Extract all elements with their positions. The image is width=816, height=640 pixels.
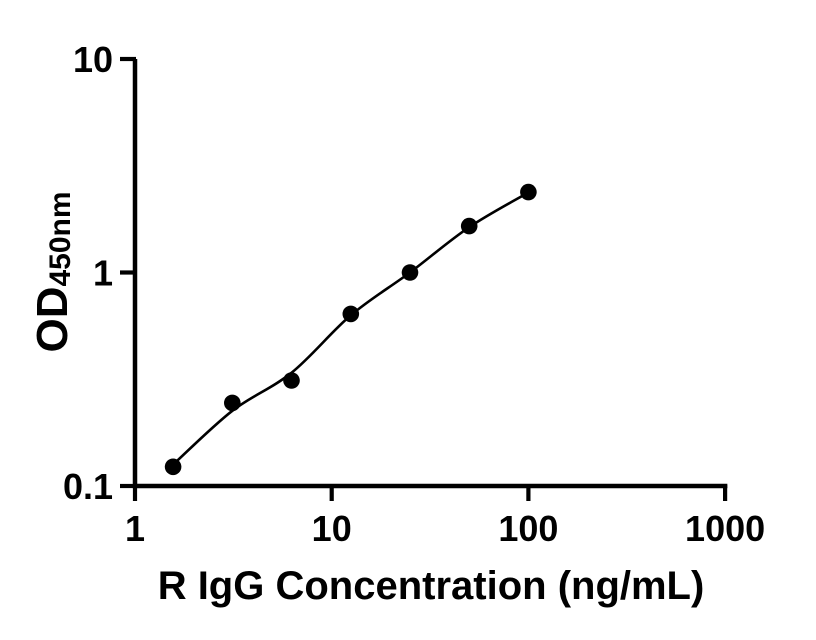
x-tick-label: 100 [498, 508, 558, 549]
x-tick-label: 1 [125, 508, 145, 549]
data-point [224, 394, 241, 412]
axis-lines [132, 59, 728, 489]
y-axis-title-subscript: 450nm [44, 191, 77, 287]
data-point [520, 183, 537, 201]
data-point [401, 264, 419, 281]
y-tick-label: 1 [93, 253, 113, 294]
data-point [460, 217, 478, 235]
y-tick-label: 10 [73, 39, 113, 80]
y-tick-label: 0.1 [63, 466, 113, 507]
data-point [283, 372, 300, 389]
x-tick-label: 1000 [685, 508, 765, 549]
y-axis-title-main: OD [28, 286, 77, 353]
y-axis-title: OD450nm [28, 172, 77, 372]
x-axis-title: R IgG Concentration (ng/mL) [157, 564, 705, 608]
data-point [342, 305, 360, 323]
x-tick-label: 10 [312, 508, 352, 549]
fit-curve-line [171, 191, 530, 466]
data-point [164, 458, 182, 476]
